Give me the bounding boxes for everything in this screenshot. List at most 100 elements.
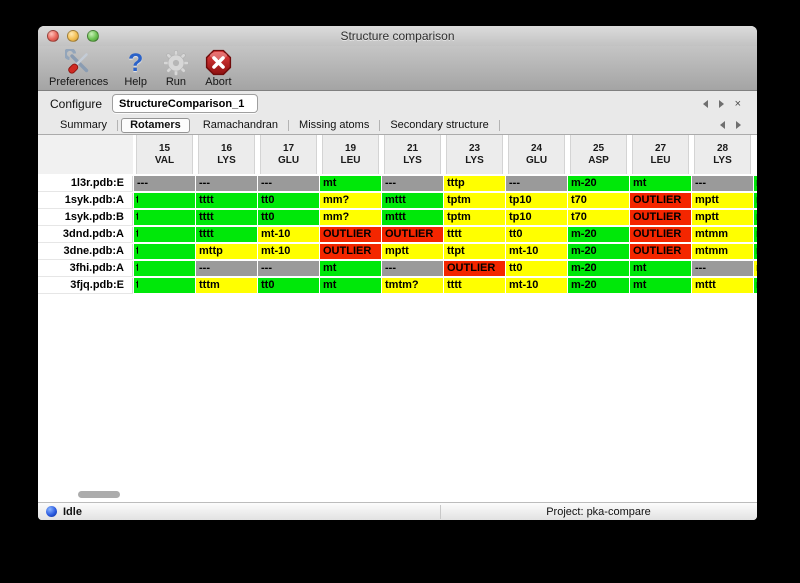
rotamer-cell[interactable]: t [134,278,195,293]
rotamer-cell[interactable]: OUTLIER [630,210,691,225]
rotamer-cell[interactable]: t [134,244,195,259]
rotamer-cell[interactable]: mt-10 [506,278,567,293]
abort-button[interactable]: Abort [202,49,235,88]
overflow-cell[interactable]: m [754,176,757,191]
row-label[interactable]: 3fhi.pdb:A [38,261,133,276]
column-header[interactable]: 23 LYS [446,135,503,174]
rotamer-cell[interactable]: t70 [568,193,629,208]
rotamer-cell[interactable]: tp10 [506,210,567,225]
configuration-name-input[interactable]: StructureComparison_1 [112,94,259,113]
help-button[interactable]: ? Help [121,49,150,89]
rotamer-cell[interactable]: mttt [692,278,753,293]
column-header[interactable]: 19 LEU [322,135,379,174]
rotamer-cell[interactable]: --- [258,176,319,191]
rotamer-cell[interactable]: OUTLIER [630,227,691,242]
row-label[interactable]: 3dne.pdb:A [38,244,133,259]
rotamer-cell[interactable]: --- [382,176,443,191]
rotamer-cell[interactable]: mtmm [692,244,753,259]
rotamer-cell[interactable]: t [134,227,195,242]
overflow-cell[interactable]: m [754,261,757,276]
rotamer-cell[interactable]: mm? [320,210,381,225]
rotamer-cell[interactable]: OUTLIER [630,193,691,208]
minimize-traffic-light-icon[interactable] [67,30,79,42]
column-header[interactable]: 17 GLU [260,135,317,174]
rotamer-cell[interactable]: OUTLIER [320,244,381,259]
rotamer-cell[interactable]: mt [630,176,691,191]
column-header[interactable]: 28 LYS [694,135,751,174]
run-button[interactable]: Run [160,49,192,88]
rotamer-cell[interactable]: --- [196,176,257,191]
rotamer-cell[interactable]: mt [320,176,381,191]
rotamer-cell[interactable]: --- [506,176,567,191]
rotamer-cell[interactable]: ttpt [444,244,505,259]
rotamer-cell[interactable]: tttt [196,193,257,208]
tab-summary[interactable]: Summary [60,119,108,131]
column-header[interactable]: 25 ASP [570,135,627,174]
rotamer-cell[interactable]: tttt [196,227,257,242]
rotamer-cell[interactable]: tttt [196,210,257,225]
overflow-cell[interactable]: m [754,210,757,225]
rotamer-cell[interactable]: tttt [444,278,505,293]
rotamer-cell[interactable]: mt [320,278,381,293]
tab-rotamers[interactable]: Rotamers [121,117,190,133]
rotamer-cell[interactable]: mt-10 [506,244,567,259]
rotamer-cell[interactable]: tmtm? [382,278,443,293]
rotamer-cell[interactable]: --- [258,261,319,276]
rotamer-cell[interactable]: mt [320,261,381,276]
column-header[interactable]: 16 LYS [198,135,255,174]
rotamer-cell[interactable]: mttp [196,244,257,259]
rotamer-cell[interactable]: OUTLIER [444,261,505,276]
next-configuration-icon[interactable] [718,99,724,108]
horizontal-scrollbar-thumb[interactable] [78,491,120,498]
preferences-button[interactable]: Preferences [46,49,111,88]
rotamer-cell[interactable]: --- [134,176,195,191]
rotamer-cell[interactable]: --- [382,261,443,276]
column-header[interactable]: 24 GLU [508,135,565,174]
rotamer-cell[interactable]: tp10 [506,193,567,208]
rotamer-cell[interactable]: t [134,193,195,208]
column-header[interactable]: 27 LEU [632,135,689,174]
rotamer-cell[interactable]: mt-10 [258,244,319,259]
zoom-traffic-light-icon[interactable] [87,30,99,42]
close-configuration-icon[interactable]: × [734,97,741,110]
rotamer-cell[interactable]: --- [692,176,753,191]
rotamer-cell[interactable]: m-20 [568,278,629,293]
row-label[interactable]: 1syk.pdb:A [38,193,133,208]
rotamer-cell[interactable]: mttt [382,193,443,208]
title-bar[interactable]: Structure comparison [38,26,757,46]
rotamer-cell[interactable]: mptt [692,193,753,208]
rotamer-cell[interactable]: m-20 [568,227,629,242]
rotamer-cell[interactable]: t [134,261,195,276]
rotamer-cell[interactable]: tttt [444,227,505,242]
rotamer-cell[interactable]: OUTLIER [382,227,443,242]
rotamer-cell[interactable]: mt-10 [258,227,319,242]
rotamer-cell[interactable]: mtmm [692,227,753,242]
rotamer-cell[interactable]: mptt [382,244,443,259]
rotamer-cell[interactable]: mt [630,261,691,276]
rotamer-cell[interactable]: tt0 [258,278,319,293]
rotamer-cell[interactable]: tt0 [258,193,319,208]
prev-configuration-icon[interactable] [702,99,708,108]
rotamer-cell[interactable]: tptm [444,210,505,225]
row-label[interactable]: 3fjq.pdb:E [38,278,133,293]
rotamer-cell[interactable]: tt0 [258,210,319,225]
rotamer-cell[interactable]: --- [196,261,257,276]
rotamer-cell[interactable]: m-20 [568,244,629,259]
rotamer-cell[interactable]: mm? [320,193,381,208]
overflow-cell[interactable]: m [754,227,757,242]
rotamer-cell[interactable]: tptm [444,193,505,208]
tab-secondary-structure[interactable]: Secondary structure [390,119,489,131]
tab-ramachandran[interactable]: Ramachandran [202,119,279,131]
rotamer-cell[interactable]: OUTLIER [320,227,381,242]
rotamer-cell[interactable]: tt0 [506,227,567,242]
rotamer-cell[interactable]: m-20 [568,176,629,191]
overflow-cell[interactable]: m [754,193,757,208]
tab-missing-atoms[interactable]: Missing atoms [299,119,370,131]
column-header[interactable]: 15 VAL [136,135,193,174]
rotamer-cell[interactable]: mttt [382,210,443,225]
rotamer-cell[interactable]: t [134,210,195,225]
rotamer-cell[interactable]: OUTLIER [630,244,691,259]
row-label[interactable]: 3dnd.pdb:A [38,227,133,242]
scroll-tabs-left-icon[interactable] [720,121,725,129]
overflow-cell[interactable]: m [754,244,757,259]
